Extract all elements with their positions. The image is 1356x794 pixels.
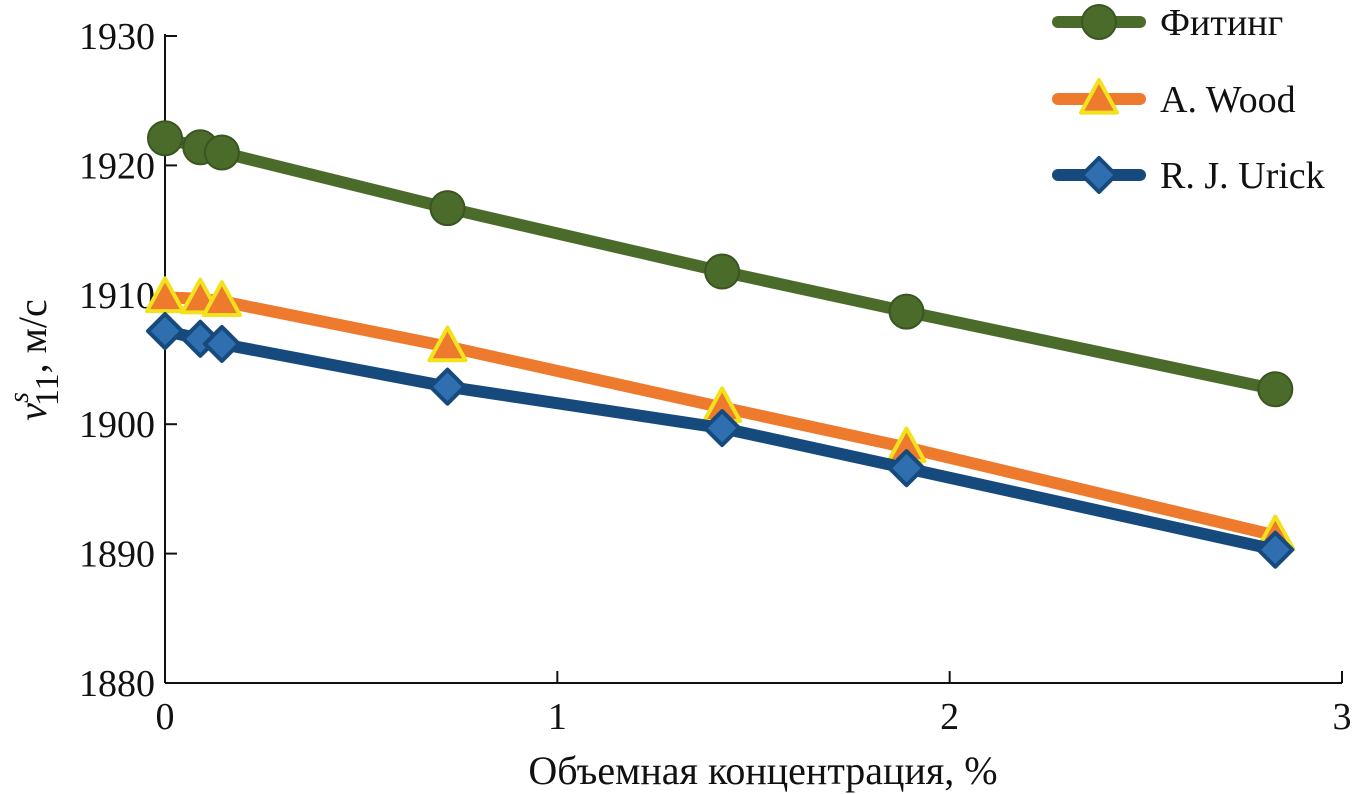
data-point [429,190,466,227]
legend-label: A. Wood [1160,79,1296,121]
svg-text:vs11, м/с: vs11, м/с [4,299,66,421]
data-point [704,253,741,290]
data-point [887,449,926,488]
y-axis-title: vs11, м/с [4,299,66,421]
legend-swatch-marker [1081,4,1117,40]
data-point [202,324,241,363]
x-tick-label: 3 [1333,696,1352,738]
data-point [146,312,184,351]
legend-item: Фитинг [1052,2,1283,44]
y-axis-title-superscript: s [4,392,35,403]
y-axis-title-subscript: 11 [29,373,66,406]
legend: Фитинг A. Wood R. J. Urick [1052,2,1325,197]
y-axis-title-suffix: , м/с [10,299,55,373]
y-axis-title-base: v [10,403,55,421]
data-point [1256,530,1295,569]
legend-swatch-marker [1078,78,1120,115]
series-2 [146,312,1295,569]
x-axis-title: Объемная концентрация, % [528,748,997,793]
data-point [201,280,242,317]
data-point [703,409,742,448]
data-point [888,293,925,330]
y-tick-label: 1920 [79,145,155,187]
x-tick-label: 0 [156,696,175,738]
legend-swatch-marker [1080,156,1118,194]
x-tick-label: 1 [548,696,567,738]
series-0 [147,120,1294,408]
y-tick-label: 1930 [79,16,155,58]
axes: 1880 1890 1900 1910 1920 1930 0 1 2 3 [79,16,1352,738]
data-point [203,134,240,171]
y-tick-label: 1910 [79,275,155,317]
data-point [1257,371,1294,408]
data-point [427,325,468,363]
y-tick-label: 1890 [79,534,155,576]
data-point [428,367,467,406]
data-point [147,120,183,157]
y-tick-label: 1880 [79,663,155,705]
series-1 [144,276,1296,552]
data-point [144,276,186,314]
legend-item: A. Wood [1052,78,1296,121]
legend-label: R. J. Urick [1160,155,1325,197]
series-layer [144,120,1296,569]
legend-item: R. J. Urick [1052,155,1325,197]
legend-label: Фитинг [1160,2,1283,44]
x-tick-label: 2 [940,696,959,738]
y-tick-label: 1900 [79,404,155,446]
